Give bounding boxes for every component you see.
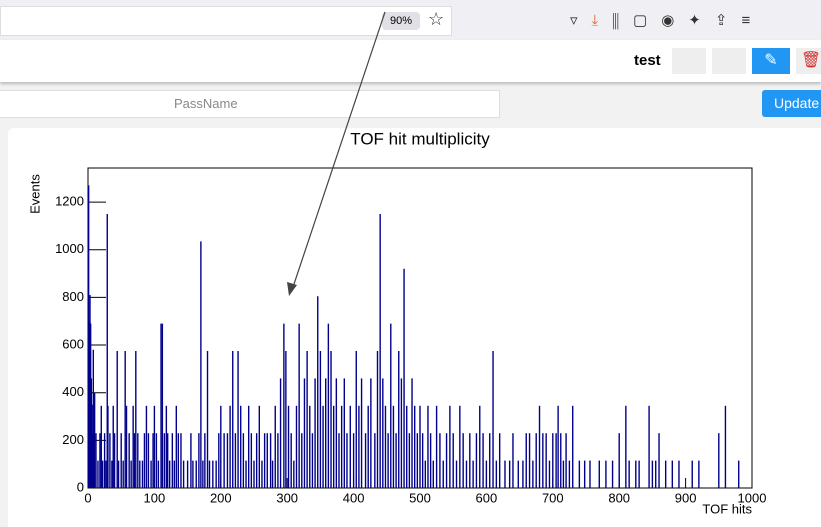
y-axis-label: Events <box>27 174 42 214</box>
chart: TOF hit multiplicity TOF hits Events 020… <box>0 0 821 527</box>
x-tick-label: 300 <box>276 490 298 505</box>
x-tick-label: 600 <box>476 490 498 505</box>
x-tick-label: 500 <box>409 490 431 505</box>
y-tick-label: 200 <box>62 432 84 447</box>
page: 90% ☆ ▿⤓⫼▢◉✦⇪≡ test ✎ 🗑 PassName Update … <box>0 0 821 527</box>
x-tick-label: 400 <box>343 490 365 505</box>
x-tick-label: 0 <box>84 490 91 505</box>
y-tick-label: 1200 <box>55 194 84 209</box>
y-tick-label: 800 <box>62 289 84 304</box>
x-tick-label: 900 <box>675 490 697 505</box>
chart-title: TOF hit multiplicity <box>350 129 490 148</box>
x-tick-label: 700 <box>542 490 564 505</box>
y-tick-label: 0 <box>77 479 84 494</box>
y-tick-label: 400 <box>62 384 84 399</box>
y-tick-label: 1000 <box>55 241 84 256</box>
x-tick-label: 800 <box>608 490 630 505</box>
x-tick-label: 200 <box>210 490 232 505</box>
x-tick-label: 100 <box>144 490 166 505</box>
y-tick-label: 600 <box>62 336 84 351</box>
x-tick-label: 1000 <box>738 490 767 505</box>
